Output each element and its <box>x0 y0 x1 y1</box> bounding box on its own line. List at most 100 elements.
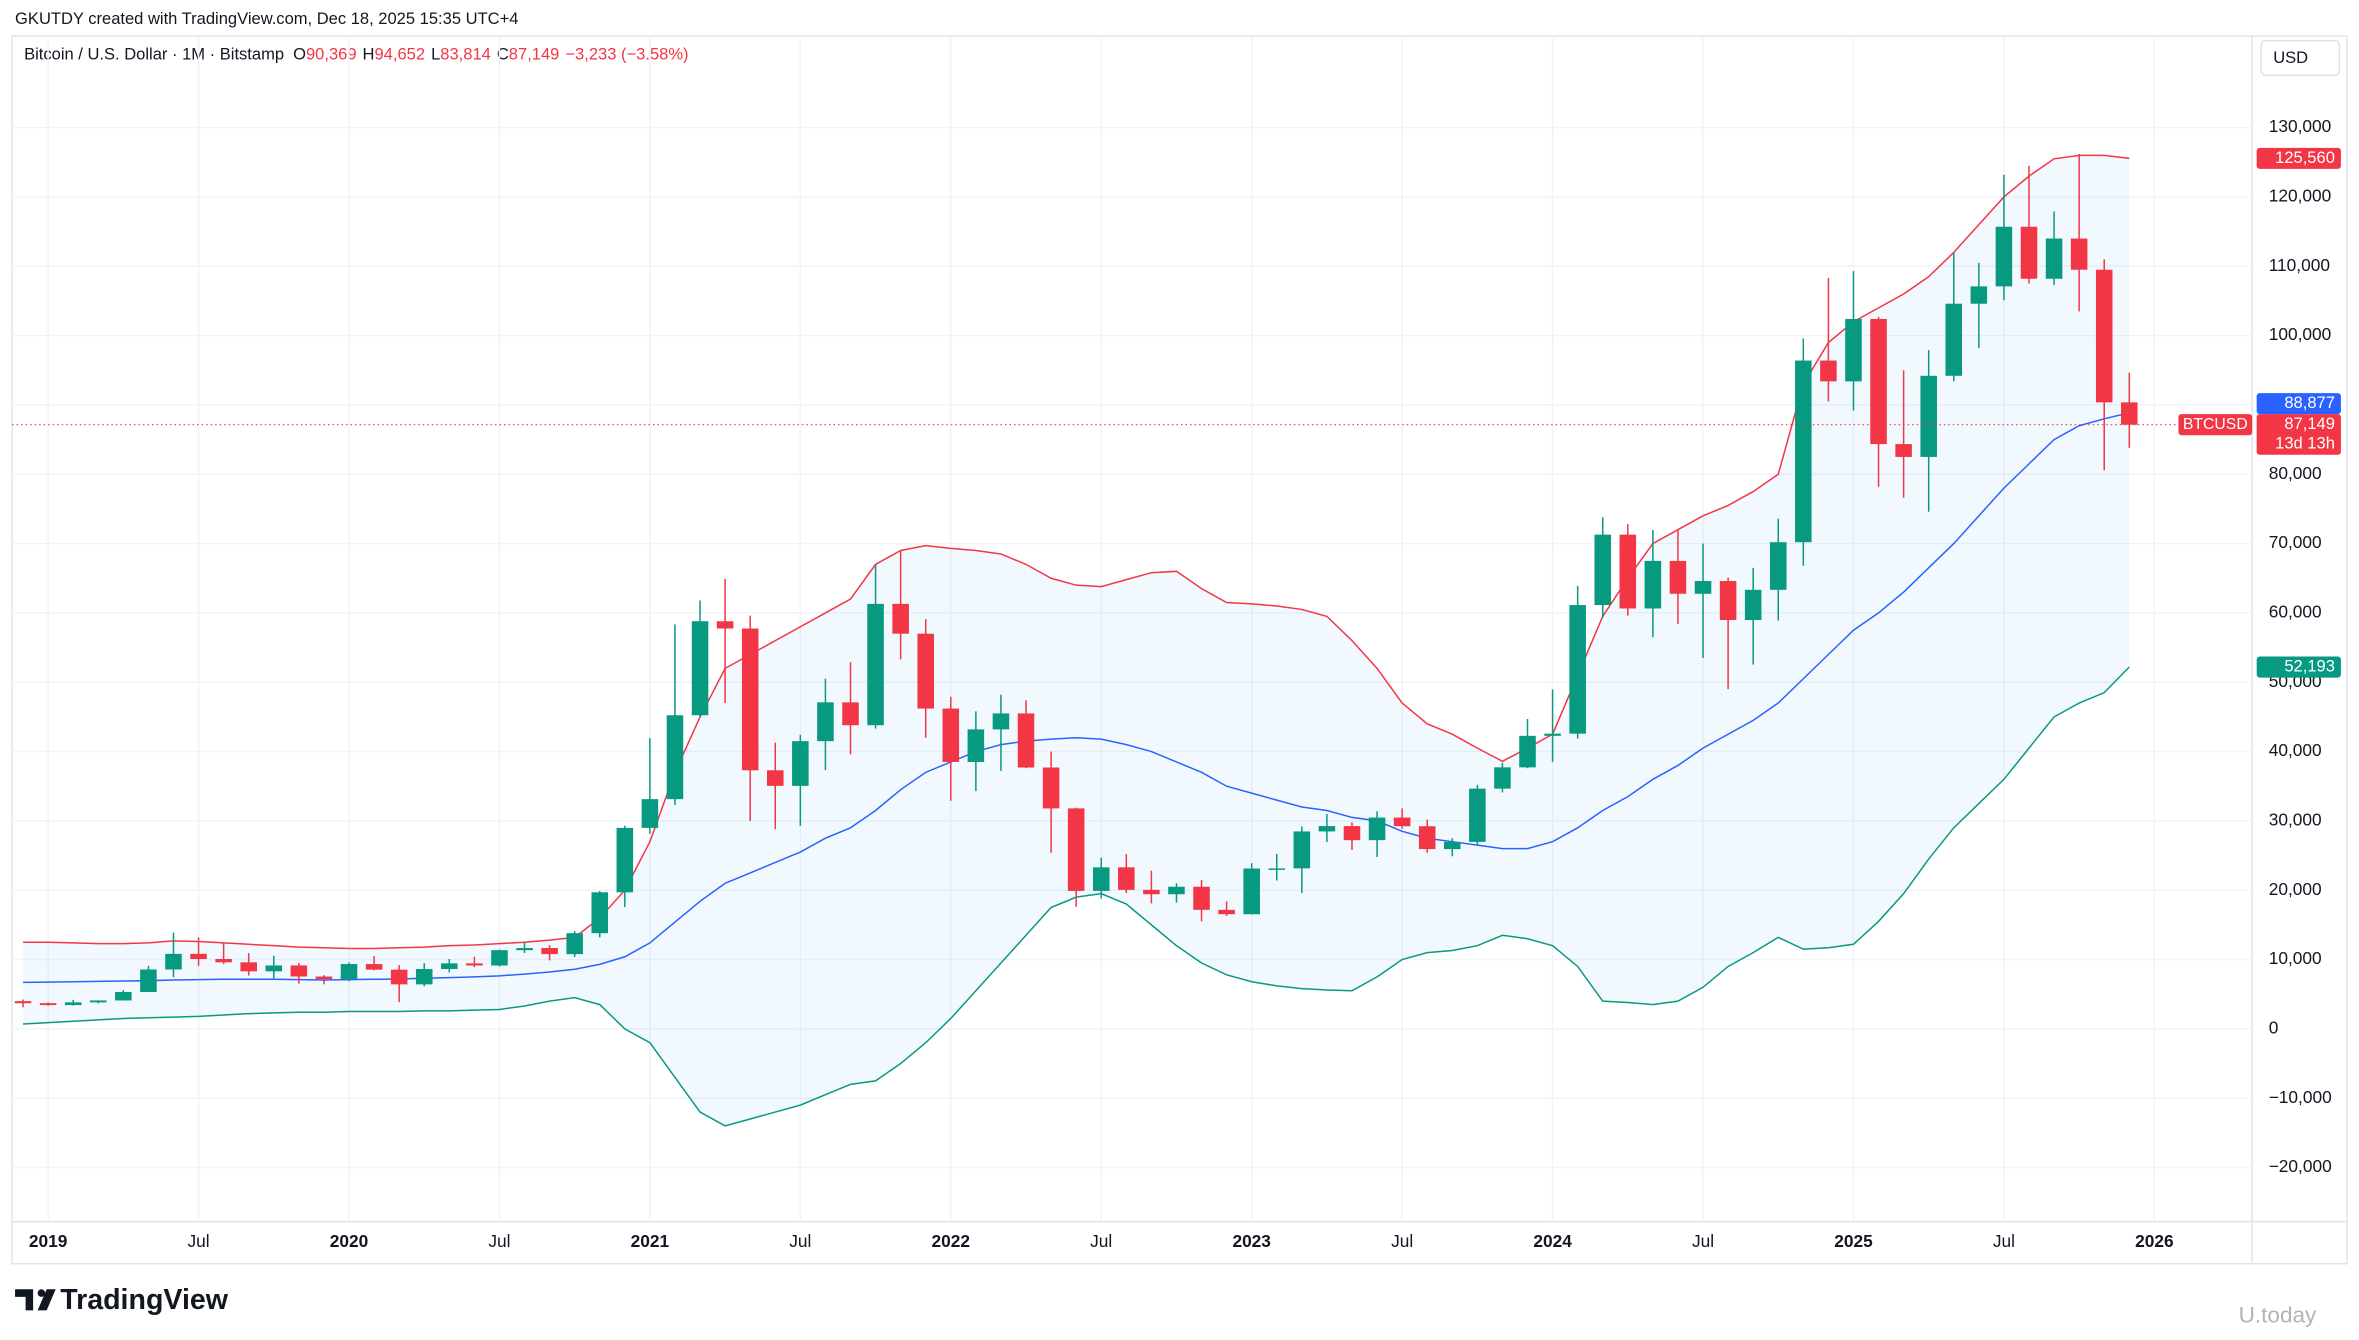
candle-body <box>1694 581 1712 594</box>
candle-body <box>1594 534 1612 606</box>
candle-body <box>2045 238 2063 279</box>
candle-body <box>14 1001 32 1004</box>
logo <box>15 1289 56 1311</box>
legend: Bitcoin / U.S. Dollar · 1M · Bitstamp O90… <box>24 45 688 64</box>
y-tick-label: 80,000 <box>2269 463 2322 483</box>
candle-body <box>1268 868 1286 870</box>
candle-body <box>967 729 985 762</box>
candle-body <box>1243 868 1260 915</box>
candle-body <box>1393 817 1411 827</box>
band-fill <box>23 155 2130 1126</box>
band-line-upper <box>23 154 2130 950</box>
symbol-box <box>2178 414 2253 436</box>
candle-body <box>1017 713 1035 768</box>
y-tick-label: 20,000 <box>2269 879 2322 899</box>
x-tick-label: Jul <box>789 1231 811 1251</box>
candle-body <box>1042 767 1060 809</box>
legend-value: 83,814 <box>440 45 491 64</box>
x-tick-label: Jul <box>187 1231 209 1251</box>
symbol: BTCUSD <box>2183 416 2248 433</box>
candle-body <box>1118 867 1135 890</box>
candle-body <box>1669 560 1687 594</box>
watermark: U.today <box>2239 1302 2317 1327</box>
candle-body <box>290 965 308 977</box>
frame <box>11 35 2348 1265</box>
x-tick-label: 2022 <box>932 1231 970 1251</box>
candle-body <box>1519 735 1536 768</box>
x-tick-label: 2023 <box>1232 1231 1270 1251</box>
y-tick-label: 10,000 <box>2269 948 2322 968</box>
candle-body <box>1368 817 1386 841</box>
candle-body <box>340 964 358 980</box>
candle-body <box>415 969 433 985</box>
middle-label-box <box>2256 393 2341 415</box>
candle-body <box>741 628 759 771</box>
logo-mark <box>15 1289 56 1311</box>
candle-body <box>140 969 157 992</box>
candle-body <box>792 741 809 786</box>
legend-key: L <box>431 45 440 64</box>
legend-value: 90,369 <box>306 45 357 64</box>
y-tick-label: 70,000 <box>2269 532 2322 552</box>
x-tick-label: 2024 <box>1533 1231 1572 1251</box>
candle-body <box>491 950 508 966</box>
candle-body <box>641 799 659 828</box>
candle-body <box>917 633 934 709</box>
candle-body <box>1143 889 1160 895</box>
candle-body <box>1318 826 1336 832</box>
y-tick-label: −10,000 <box>2269 1087 2332 1107</box>
x-tick-label: Jul <box>1090 1231 1112 1251</box>
band-line-middle <box>23 411 2130 984</box>
candle-body <box>666 715 684 800</box>
candle-body <box>892 603 909 634</box>
candle-body <box>616 827 634 893</box>
candle-body <box>1644 560 1662 609</box>
legend-key: O <box>293 45 306 64</box>
candle-body <box>1870 318 1887 445</box>
candle-body <box>1418 826 1436 850</box>
x-tick-label: 2026 <box>2135 1231 2173 1251</box>
candle-body <box>1444 841 1461 850</box>
candle-body <box>541 948 558 955</box>
candle-body <box>992 713 1010 730</box>
currency-box[interactable] <box>2260 39 2341 76</box>
y-tick-label: 0 <box>2269 1017 2279 1037</box>
candle-body <box>2070 238 2088 270</box>
currency[interactable]: USD <box>2273 48 2308 67</box>
countdown: 13d 13h <box>2275 434 2335 453</box>
candle-body <box>1067 808 1085 891</box>
candle-body <box>190 953 207 959</box>
candle-body <box>1168 886 1185 895</box>
candle-body <box>1920 375 1937 457</box>
y-tick-label: 30,000 <box>2269 809 2322 829</box>
candle-body <box>441 963 458 970</box>
candle-body <box>1343 826 1361 841</box>
candle-body <box>1970 286 1988 304</box>
upper-label: 125,560 <box>2275 148 2335 167</box>
candle-body <box>390 969 408 985</box>
y-tick-label: 130,000 <box>2269 116 2332 136</box>
upper-label-box <box>2256 147 2341 169</box>
candle-body <box>240 962 257 972</box>
x-tick-label: 2021 <box>631 1231 670 1251</box>
x-tick-label: 2019 <box>29 1231 67 1251</box>
legend-value: 94,652 <box>374 45 425 64</box>
candle-body <box>1494 767 1511 789</box>
candle-body <box>591 892 609 934</box>
candle-body <box>842 702 859 726</box>
candle-body <box>2121 402 2138 425</box>
middle-label: 88,877 <box>2284 393 2335 412</box>
candle-body <box>716 621 734 629</box>
candle-body <box>2095 269 2113 403</box>
candle-body <box>691 621 709 716</box>
candle-body <box>1218 909 1235 915</box>
close-label: 87,149 <box>2284 414 2335 433</box>
candle-body <box>39 1003 57 1006</box>
x-tick-label: 2020 <box>330 1231 368 1251</box>
lower-label-box <box>2256 656 2341 678</box>
legend-value: 87,149 <box>509 45 560 64</box>
candle-body <box>265 965 283 972</box>
candle-body <box>1544 733 1561 736</box>
logo-dot <box>37 1289 46 1297</box>
